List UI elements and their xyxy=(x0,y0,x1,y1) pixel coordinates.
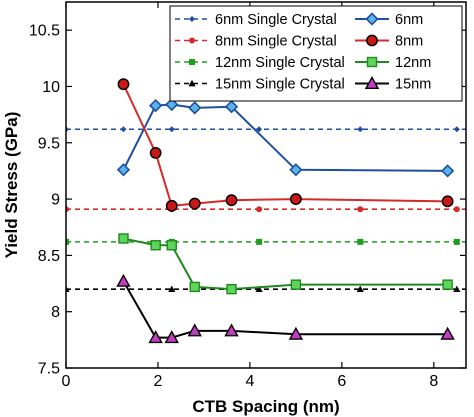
data-point xyxy=(164,330,179,344)
y-tick-label: 9 xyxy=(51,192,60,209)
series-15nm xyxy=(116,273,455,344)
data-point xyxy=(225,194,238,207)
series-8nm xyxy=(117,78,454,212)
legend-marker xyxy=(189,16,195,22)
data-point xyxy=(289,163,303,177)
legend-item-6nm-single-crystal: 6nm Single Crystal xyxy=(175,12,337,28)
legend-label: 8nm xyxy=(395,34,423,50)
data-point xyxy=(66,238,69,245)
legend-item-8nm: 8nm xyxy=(355,34,423,50)
x-tick-label: 6 xyxy=(337,373,346,390)
y-tick-label: 8 xyxy=(51,304,60,321)
data-point xyxy=(357,126,364,133)
x-tick-label: 8 xyxy=(429,373,438,390)
legend: 6nm Single Crystal 8nm Single Crystal 12nm… xyxy=(169,5,463,102)
data-point xyxy=(224,323,239,337)
data-point xyxy=(188,197,201,210)
x-tick-label: 4 xyxy=(245,373,254,390)
y-tick-label: 7.5 xyxy=(38,361,60,378)
data-point xyxy=(149,98,163,113)
series-layer xyxy=(66,78,466,344)
data-point xyxy=(440,326,455,340)
legend-label: 12nm xyxy=(395,55,431,71)
y-tick-label: 10.5 xyxy=(29,23,60,40)
data-point xyxy=(440,164,455,178)
legend-box xyxy=(169,5,463,102)
data-point xyxy=(357,238,364,245)
data-point xyxy=(165,199,178,212)
legend-item-15nm: 15nm xyxy=(355,76,431,93)
data-point xyxy=(149,147,162,159)
legend-item-12nm-single-crystal: 12nm Single Crystal xyxy=(175,55,345,71)
legend-marker xyxy=(366,56,378,68)
legend-marker xyxy=(364,76,380,90)
series-6nm xyxy=(116,97,455,178)
data-point xyxy=(226,283,237,295)
data-point xyxy=(168,285,176,293)
series-12nm xyxy=(118,233,453,295)
data-point xyxy=(256,206,263,213)
y-tick-label: 10 xyxy=(42,79,60,96)
series-6nm-single-crystal xyxy=(66,126,466,133)
legend-item-6nm: 6nm xyxy=(355,12,423,28)
data-point xyxy=(442,279,453,290)
data-point xyxy=(255,285,263,293)
data-point xyxy=(441,195,454,208)
data-point xyxy=(66,285,70,293)
legend-label: 6nm xyxy=(395,12,423,28)
legend-item-12nm: 12nm xyxy=(355,55,431,71)
x-tick-label: 0 xyxy=(62,373,71,390)
y-tick-label: 9.5 xyxy=(38,135,60,152)
legend-marker xyxy=(189,37,195,44)
data-point xyxy=(288,326,304,340)
data-point xyxy=(356,285,364,293)
legend-marker xyxy=(366,34,378,47)
data-point xyxy=(166,240,177,251)
data-point xyxy=(453,206,460,213)
legend-label: 15nm Single Crystal xyxy=(215,77,345,93)
data-point xyxy=(148,330,163,344)
data-point xyxy=(116,163,131,177)
data-point xyxy=(289,193,302,205)
data-point xyxy=(118,233,129,244)
data-point xyxy=(189,281,200,293)
data-point xyxy=(453,238,460,245)
data-point xyxy=(256,238,263,245)
legend-label: 12nm Single Crystal xyxy=(215,55,345,71)
data-point xyxy=(256,126,263,133)
legend-marker xyxy=(365,12,379,26)
data-point xyxy=(117,78,130,91)
plot-frame xyxy=(65,1,467,369)
x-axis-label: CTB Spacing (nm) xyxy=(192,397,339,416)
y-tick-label: 8.5 xyxy=(38,248,60,265)
legend-label: 6nm Single Crystal xyxy=(215,12,337,28)
data-point xyxy=(165,97,179,112)
legend-label: 8nm Single Crystal xyxy=(215,34,337,50)
y-axis-label: Yield Stress (GPa) xyxy=(2,112,21,259)
legend-marker xyxy=(189,59,195,65)
data-point xyxy=(357,206,364,213)
data-point xyxy=(168,126,175,133)
data-point xyxy=(187,323,202,337)
series-15nm-single-crystal xyxy=(66,285,466,293)
axis-layer: 0 2 4 6 8 7.5 8 8.5 9 9.5 10 10.5 xyxy=(29,2,466,390)
x-tick-label: 2 xyxy=(154,373,163,390)
data-point xyxy=(150,240,161,251)
data-point xyxy=(453,126,460,133)
data-point xyxy=(116,273,131,287)
legend-item-15nm-single-crystal: 15nm Single Crystal xyxy=(175,77,345,93)
legend-item-8nm-single-crystal: 8nm Single Crystal xyxy=(175,34,337,50)
data-point xyxy=(120,126,127,133)
data-point xyxy=(290,279,302,290)
legend-label: 15nm xyxy=(395,77,431,93)
data-point xyxy=(188,101,202,115)
legend-marker xyxy=(188,79,196,87)
data-point xyxy=(453,285,461,293)
data-point xyxy=(224,100,239,114)
